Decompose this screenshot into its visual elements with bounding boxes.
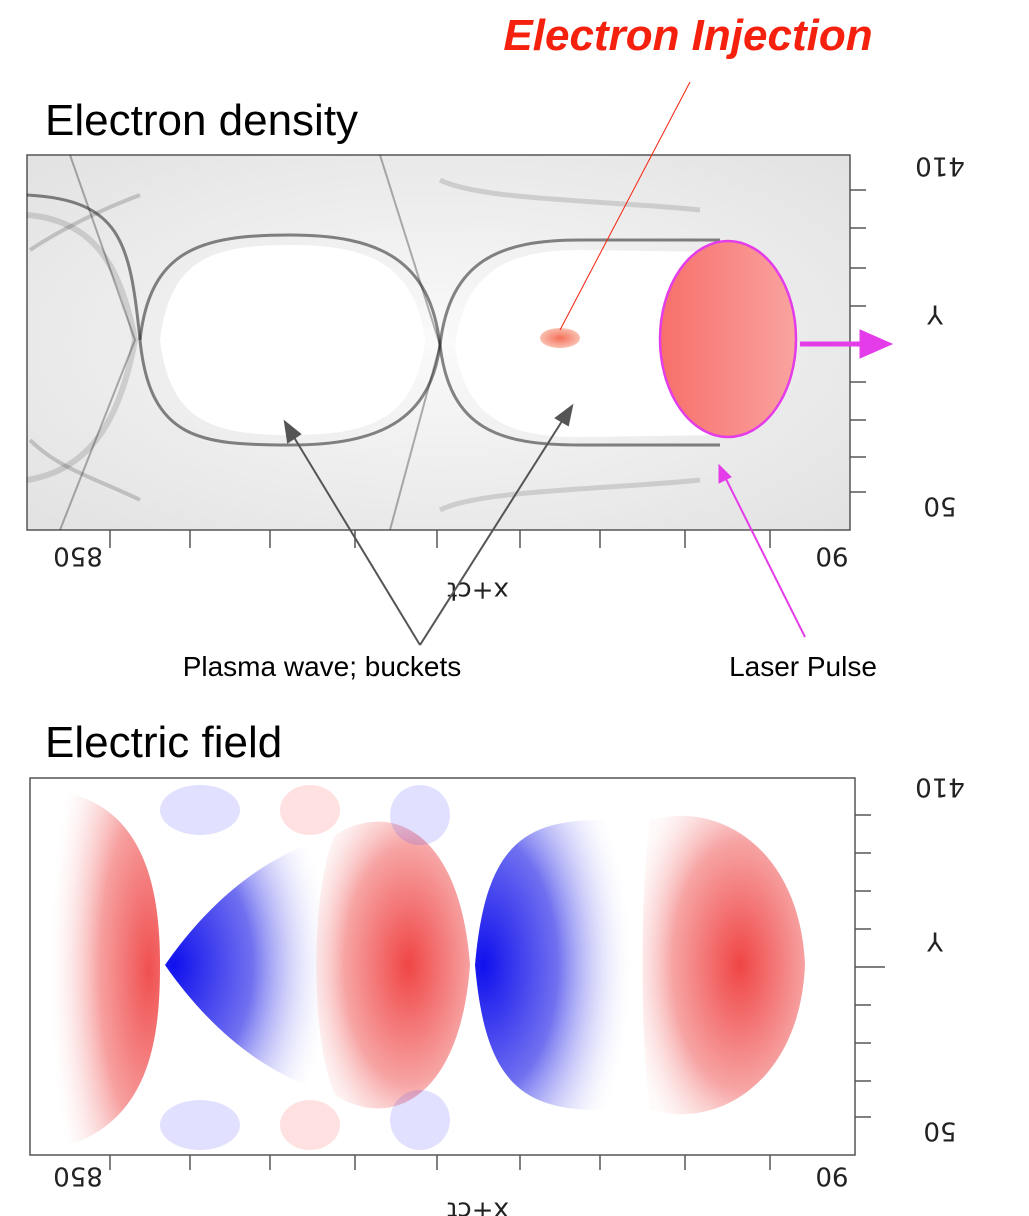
x-tick-label: 850 [53,1161,103,1191]
bucket [160,245,425,435]
x-tick-label: 850 [53,541,103,571]
panel-title: Electron density [45,96,358,145]
y-tick-label: 50 [923,1116,956,1146]
panel-title: Electric field [45,718,282,767]
field-plot [30,778,885,1170]
figure: Electron density Electron Injection [0,0,1029,1216]
laser-pulse [660,241,796,437]
y-axis-label: Y [927,926,944,956]
injected-electrons [540,328,580,348]
y-ticks [855,815,885,1117]
x-tick-label: 90 [815,1161,848,1191]
density-plot [27,155,866,548]
y-tick-label: 410 [915,772,965,802]
buckets-label: Plasma wave; buckets [183,651,462,682]
x-ticks [110,1155,770,1170]
laser-label: Laser Pulse [729,651,877,682]
injection-label: Electron Injection [503,11,872,60]
x-axis-label: x+ct [447,576,509,606]
x-tick-label: 90 [815,541,848,571]
y-tick-label: 410 [915,151,965,181]
x-ticks [110,530,770,548]
y-axis-label: Y [927,299,944,329]
x-axis-label: x+ct [447,1196,509,1216]
y-tick-label: 50 [923,491,956,521]
